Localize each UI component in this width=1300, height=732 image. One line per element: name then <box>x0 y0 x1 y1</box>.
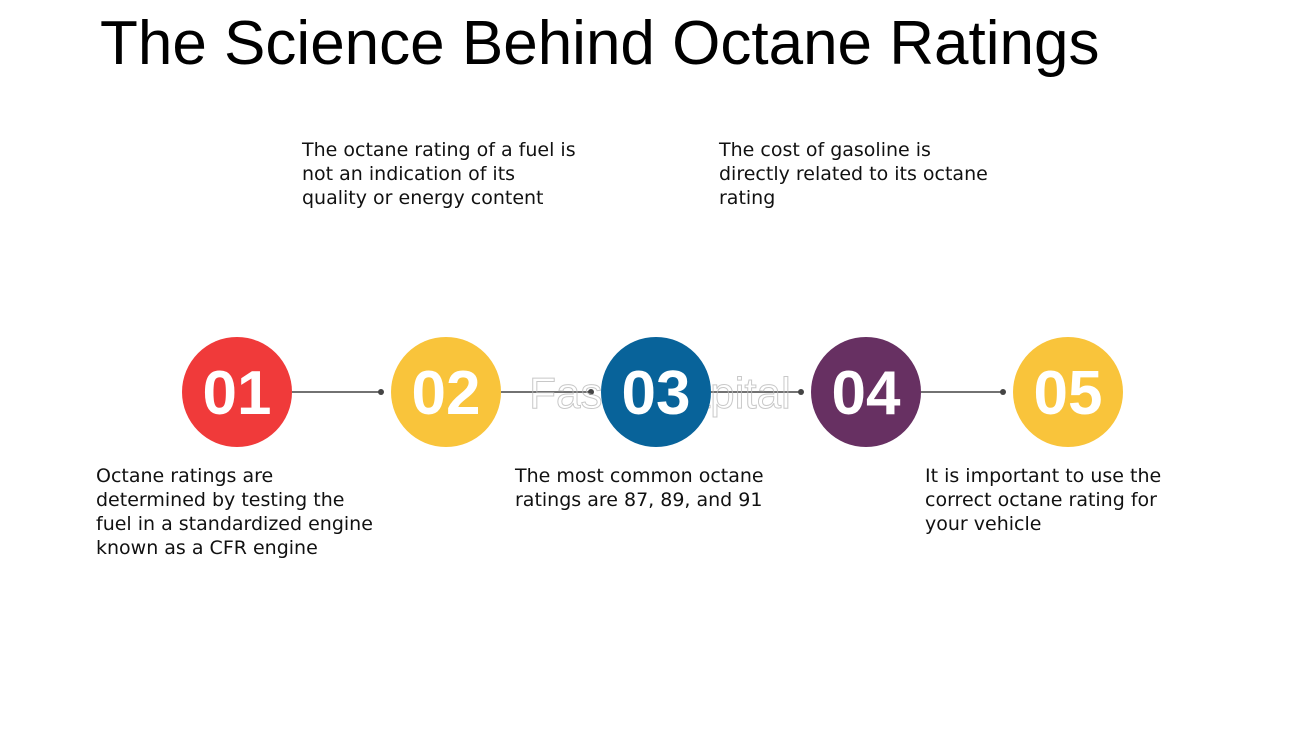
description-line: The most common octane <box>515 465 764 487</box>
connector-dot <box>378 389 384 395</box>
description-line: determined by testing the <box>96 489 345 511</box>
description-line: your vehicle <box>925 513 1042 535</box>
step-circle <box>601 337 711 447</box>
step-description: The cost of gasoline is directly related … <box>719 138 988 210</box>
step-number: 01 <box>203 359 272 428</box>
connector-dot <box>1000 389 1006 395</box>
step-description: The octane rating of a fuel is not an ind… <box>302 138 576 210</box>
description-line: correct octane rating for <box>925 489 1157 511</box>
step-number: 05 <box>1034 359 1103 428</box>
step-circle <box>182 337 292 447</box>
title: The Science Behind Octane Ratings <box>100 9 1100 78</box>
description-line: Octane ratings are <box>96 465 274 487</box>
step-circle <box>391 337 501 447</box>
step-circle <box>811 337 921 447</box>
description-line: fuel in a standardized engine <box>96 513 373 535</box>
description-line: quality or energy content <box>302 187 544 209</box>
step-circle <box>1013 337 1123 447</box>
connector-dot <box>588 389 594 395</box>
description-line: The cost of gasoline is <box>719 139 931 161</box>
description-line: known as a CFR engine <box>96 537 318 559</box>
step-description: The most common octane ratings are 87, 89… <box>515 464 764 512</box>
description-line: not an indication of its <box>302 163 516 185</box>
description-line: The octane rating of a fuel is <box>302 139 576 161</box>
step-description: It is important to use the correct octane… <box>925 464 1161 536</box>
step-description: Octane ratings are determined by testing … <box>96 464 373 560</box>
step-number: 03 <box>622 359 691 428</box>
description-line: It is important to use the <box>925 465 1162 487</box>
description-line: directly related to its octane <box>719 163 988 185</box>
connector-dot <box>798 389 804 395</box>
step-number: 04 <box>832 359 901 428</box>
description-line: rating <box>719 187 776 209</box>
step-number: 02 <box>412 359 481 428</box>
description-line: ratings are 87, 89, and 91 <box>515 489 763 511</box>
